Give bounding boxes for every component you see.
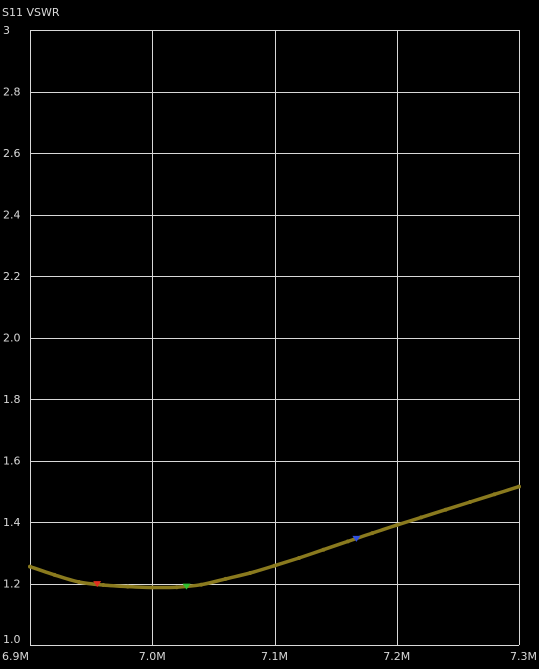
y-tick-label: 2.6 (3, 147, 21, 160)
data-point (223, 576, 228, 581)
data-point (52, 572, 57, 577)
y-tick-label: 1.8 (3, 393, 21, 406)
series-layer (28, 484, 521, 590)
data-point (150, 585, 155, 590)
marker-layer (93, 535, 361, 590)
data-point (125, 584, 130, 589)
data-point (370, 531, 375, 536)
y-tick-label: 1.0 (3, 633, 21, 646)
data-point (174, 585, 179, 590)
y-tick-label: 2.8 (3, 86, 21, 99)
data-point (199, 582, 204, 587)
data-point (248, 571, 253, 575)
y-tick-label: 3 (3, 24, 10, 37)
x-tick-label: 7.0M (139, 650, 166, 663)
y-tick-labels: 1.0 1.2 1.4 1.6 1.8 2.0 2.2 2.4 2.6 2.8 3 (3, 24, 21, 646)
data-point (468, 500, 473, 504)
data-point (272, 563, 277, 568)
data-point (345, 539, 350, 544)
data-point (517, 484, 521, 489)
x-tick-labels: 6.9M 7.0M 7.1M 7.2M 7.3M (2, 650, 537, 663)
data-point (492, 492, 497, 497)
x-tick-label: 6.9M (2, 650, 29, 663)
marker-triangle (93, 581, 102, 588)
x-tick-label: 7.2M (383, 650, 410, 663)
x-tick-label: 7.3M (510, 650, 537, 663)
y-tick-label: 2.0 (3, 332, 21, 345)
data-point (394, 523, 399, 528)
marker-triangle (352, 535, 361, 542)
y-tick-label: 2.4 (3, 209, 21, 222)
data-point (419, 515, 424, 520)
data-point (28, 564, 32, 569)
chart-title: S11 VSWR (2, 6, 60, 19)
y-tick-label: 1.6 (3, 455, 21, 468)
y-tick-label: 2.2 (3, 270, 21, 283)
marker-triangle (182, 583, 191, 590)
data-point (443, 507, 448, 512)
x-tick-label: 7.1M (261, 650, 288, 663)
grid-lines (30, 30, 520, 646)
y-tick-label: 1.4 (3, 516, 21, 529)
data-point (321, 547, 326, 552)
data-point (101, 583, 106, 587)
data-point (297, 556, 301, 560)
data-point (76, 580, 81, 584)
y-tick-label: 1.2 (3, 578, 21, 591)
